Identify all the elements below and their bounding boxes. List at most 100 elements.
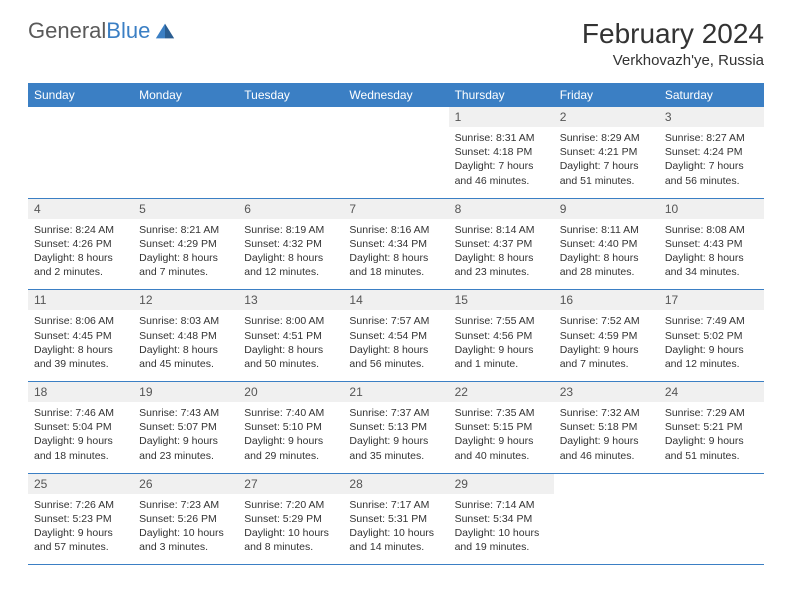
day-line: and 40 minutes.: [455, 449, 548, 463]
day-line: Sunset: 4:59 PM: [560, 329, 653, 343]
day-line: and 1 minute.: [455, 357, 548, 371]
day-line: Sunrise: 7:43 AM: [139, 406, 232, 420]
calendar-cell: 17Sunrise: 7:49 AMSunset: 5:02 PMDayligh…: [659, 290, 764, 382]
day-line: Sunrise: 7:20 AM: [244, 498, 337, 512]
calendar-cell: 24Sunrise: 7:29 AMSunset: 5:21 PMDayligh…: [659, 382, 764, 474]
calendar-week-row: 11Sunrise: 8:06 AMSunset: 4:45 PMDayligh…: [28, 290, 764, 382]
day-line: Sunrise: 7:23 AM: [139, 498, 232, 512]
day-content: Sunrise: 8:06 AMSunset: 4:45 PMDaylight:…: [28, 310, 133, 381]
calendar-cell: 11Sunrise: 8:06 AMSunset: 4:45 PMDayligh…: [28, 290, 133, 382]
day-line: and 3 minutes.: [139, 540, 232, 554]
day-number: 17: [659, 290, 764, 310]
day-content: [659, 474, 764, 536]
day-line: Sunset: 4:18 PM: [455, 145, 548, 159]
day-line: Sunrise: 7:55 AM: [455, 314, 548, 328]
day-content: Sunrise: 8:14 AMSunset: 4:37 PMDaylight:…: [449, 219, 554, 290]
day-line: Sunrise: 7:46 AM: [34, 406, 127, 420]
calendar-cell: 18Sunrise: 7:46 AMSunset: 5:04 PMDayligh…: [28, 382, 133, 474]
day-line: Sunset: 5:29 PM: [244, 512, 337, 526]
day-content: Sunrise: 8:29 AMSunset: 4:21 PMDaylight:…: [554, 127, 659, 198]
calendar-cell: 9Sunrise: 8:11 AMSunset: 4:40 PMDaylight…: [554, 198, 659, 290]
day-line: Sunrise: 8:27 AM: [665, 131, 758, 145]
day-content: Sunrise: 8:08 AMSunset: 4:43 PMDaylight:…: [659, 219, 764, 290]
calendar-cell: [343, 107, 448, 198]
calendar-cell: 5Sunrise: 8:21 AMSunset: 4:29 PMDaylight…: [133, 198, 238, 290]
day-line: Sunrise: 7:14 AM: [455, 498, 548, 512]
day-content: Sunrise: 7:52 AMSunset: 4:59 PMDaylight:…: [554, 310, 659, 381]
day-number: 12: [133, 290, 238, 310]
day-line: Daylight: 9 hours: [34, 434, 127, 448]
day-line: and 46 minutes.: [560, 449, 653, 463]
day-line: Sunrise: 7:32 AM: [560, 406, 653, 420]
calendar-cell: [28, 107, 133, 198]
day-line: Daylight: 8 hours: [139, 343, 232, 357]
calendar-cell: 21Sunrise: 7:37 AMSunset: 5:13 PMDayligh…: [343, 382, 448, 474]
calendar-cell: 4Sunrise: 8:24 AMSunset: 4:26 PMDaylight…: [28, 198, 133, 290]
calendar-cell: 20Sunrise: 7:40 AMSunset: 5:10 PMDayligh…: [238, 382, 343, 474]
day-line: Sunrise: 8:06 AM: [34, 314, 127, 328]
calendar-week-row: 25Sunrise: 7:26 AMSunset: 5:23 PMDayligh…: [28, 473, 764, 565]
day-content: Sunrise: 8:31 AMSunset: 4:18 PMDaylight:…: [449, 127, 554, 198]
day-content: Sunrise: 7:32 AMSunset: 5:18 PMDaylight:…: [554, 402, 659, 473]
logo-text: GeneralBlue: [28, 18, 150, 44]
day-line: Sunset: 5:31 PM: [349, 512, 442, 526]
day-number: 2: [554, 107, 659, 127]
day-number: 21: [343, 382, 448, 402]
calendar-cell: 13Sunrise: 8:00 AMSunset: 4:51 PMDayligh…: [238, 290, 343, 382]
calendar-cell: 15Sunrise: 7:55 AMSunset: 4:56 PMDayligh…: [449, 290, 554, 382]
day-content: Sunrise: 7:17 AMSunset: 5:31 PMDaylight:…: [343, 494, 448, 565]
day-content: Sunrise: 7:49 AMSunset: 5:02 PMDaylight:…: [659, 310, 764, 381]
day-content: Sunrise: 7:26 AMSunset: 5:23 PMDaylight:…: [28, 494, 133, 565]
day-number: 15: [449, 290, 554, 310]
day-header: Friday: [554, 83, 659, 107]
day-line: Daylight: 10 hours: [244, 526, 337, 540]
day-line: and 45 minutes.: [139, 357, 232, 371]
day-number: 16: [554, 290, 659, 310]
calendar-cell: [133, 107, 238, 198]
day-line: and 28 minutes.: [560, 265, 653, 279]
calendar-cell: 3Sunrise: 8:27 AMSunset: 4:24 PMDaylight…: [659, 107, 764, 198]
day-line: Sunrise: 8:16 AM: [349, 223, 442, 237]
day-line: Sunrise: 8:31 AM: [455, 131, 548, 145]
day-content: Sunrise: 7:55 AMSunset: 4:56 PMDaylight:…: [449, 310, 554, 381]
day-content: Sunrise: 8:16 AMSunset: 4:34 PMDaylight:…: [343, 219, 448, 290]
day-line: Daylight: 10 hours: [139, 526, 232, 540]
day-content: Sunrise: 7:37 AMSunset: 5:13 PMDaylight:…: [343, 402, 448, 473]
day-number: 7: [343, 199, 448, 219]
calendar-cell: 2Sunrise: 8:29 AMSunset: 4:21 PMDaylight…: [554, 107, 659, 198]
day-line: Daylight: 8 hours: [665, 251, 758, 265]
day-line: Sunrise: 8:14 AM: [455, 223, 548, 237]
day-line: and 57 minutes.: [34, 540, 127, 554]
day-line: Sunset: 4:54 PM: [349, 329, 442, 343]
day-line: Daylight: 8 hours: [34, 251, 127, 265]
calendar-cell: 25Sunrise: 7:26 AMSunset: 5:23 PMDayligh…: [28, 473, 133, 565]
day-line: and 23 minutes.: [455, 265, 548, 279]
day-line: and 51 minutes.: [560, 174, 653, 188]
day-header: Thursday: [449, 83, 554, 107]
day-content: Sunrise: 7:20 AMSunset: 5:29 PMDaylight:…: [238, 494, 343, 565]
day-line: Sunrise: 8:21 AM: [139, 223, 232, 237]
day-line: Daylight: 8 hours: [560, 251, 653, 265]
day-content: Sunrise: 8:27 AMSunset: 4:24 PMDaylight:…: [659, 127, 764, 198]
day-header-row: Sunday Monday Tuesday Wednesday Thursday…: [28, 83, 764, 107]
day-line: Sunrise: 7:35 AM: [455, 406, 548, 420]
calendar-cell: 19Sunrise: 7:43 AMSunset: 5:07 PMDayligh…: [133, 382, 238, 474]
day-line: Daylight: 7 hours: [560, 159, 653, 173]
day-content: [554, 474, 659, 536]
day-content: [133, 107, 238, 169]
day-line: Sunrise: 7:17 AM: [349, 498, 442, 512]
calendar-week-row: 1Sunrise: 8:31 AMSunset: 4:18 PMDaylight…: [28, 107, 764, 198]
calendar-cell: [238, 107, 343, 198]
day-line: Sunrise: 7:26 AM: [34, 498, 127, 512]
day-line: and 18 minutes.: [34, 449, 127, 463]
day-number: 11: [28, 290, 133, 310]
day-line: Daylight: 9 hours: [455, 343, 548, 357]
day-line: Sunset: 4:24 PM: [665, 145, 758, 159]
day-line: and 12 minutes.: [244, 265, 337, 279]
day-header: Monday: [133, 83, 238, 107]
day-number: 28: [343, 474, 448, 494]
day-line: Daylight: 8 hours: [349, 251, 442, 265]
day-content: Sunrise: 8:11 AMSunset: 4:40 PMDaylight:…: [554, 219, 659, 290]
day-content: Sunrise: 8:19 AMSunset: 4:32 PMDaylight:…: [238, 219, 343, 290]
day-number: 14: [343, 290, 448, 310]
